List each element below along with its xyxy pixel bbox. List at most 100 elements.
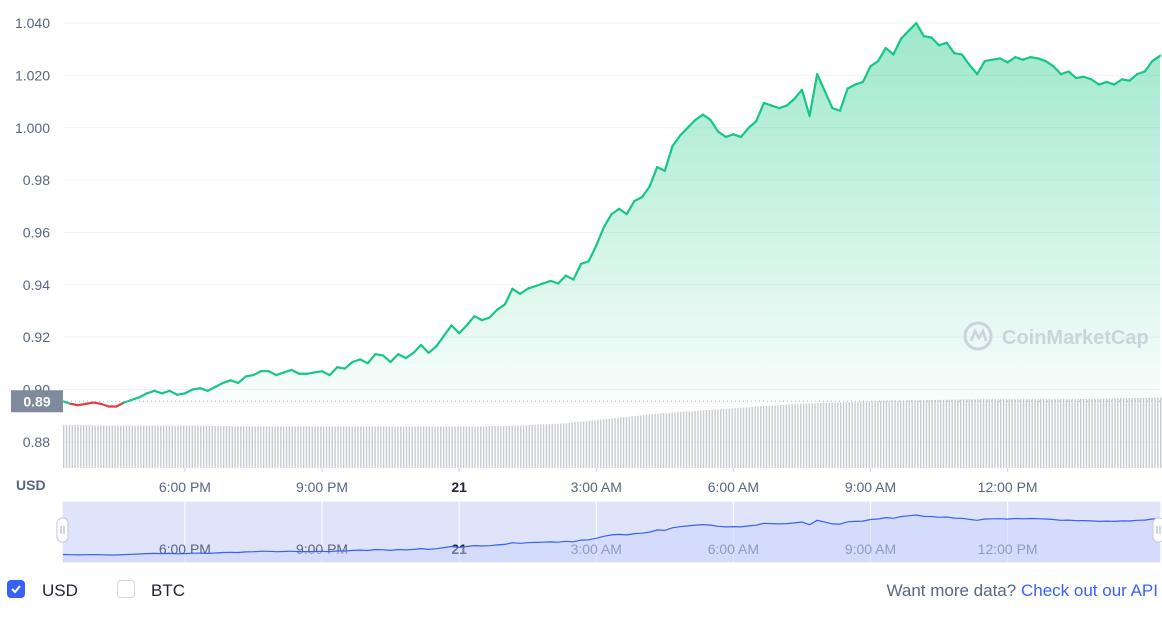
volume-bar [431, 426, 433, 468]
btc-label[interactable]: BTC [151, 581, 185, 600]
volume-bar [1157, 397, 1159, 468]
price-line-segment [724, 133, 735, 139]
api-link[interactable]: Check out our API [1020, 581, 1158, 600]
volume-bar [894, 400, 896, 468]
handle-grip[interactable] [56, 517, 69, 543]
volume-bar [182, 425, 185, 468]
volume-bar [288, 426, 291, 468]
volume-bar [485, 426, 488, 468]
btc-checkbox[interactable] [117, 580, 135, 598]
price-line-segment [1029, 56, 1040, 60]
y-axis-tick-label: 0.96 [23, 224, 50, 240]
watermark: CoinMarketCap [963, 321, 1149, 351]
volume-bar [1017, 399, 1019, 468]
volume-bar [254, 426, 256, 468]
volume-bar [822, 403, 825, 468]
price-line-segment [541, 279, 552, 285]
volume-bar [63, 424, 65, 468]
price-line-segment [1052, 65, 1063, 76]
volume-bar [1048, 399, 1050, 468]
volume-bar [600, 419, 602, 468]
volume-bar [614, 418, 616, 468]
volume-bar [1108, 398, 1110, 468]
volume-bar [774, 405, 776, 468]
volume-bar [540, 424, 542, 468]
volume-bar [760, 406, 762, 468]
volume-bar [77, 425, 79, 468]
volume-bar [980, 399, 982, 468]
volume-bar [1160, 397, 1162, 468]
price-line-segment [968, 63, 979, 76]
y-axis-tick-label: 1.040 [15, 15, 50, 31]
usd-checkbox[interactable] [7, 580, 25, 598]
checkmark-icon [11, 585, 21, 594]
usd-label[interactable]: USD [42, 581, 78, 600]
volume-bar [674, 412, 676, 468]
legend: USD BTC Want more data? Check out our AP… [0, 574, 1162, 608]
volume-bar [828, 402, 831, 468]
volume-bar [442, 426, 445, 468]
volume-bar [428, 426, 431, 468]
handle-grip[interactable] [1152, 517, 1162, 543]
volume-bar [1151, 397, 1153, 468]
price-line-segment [465, 315, 476, 327]
price-line-segment [861, 65, 872, 84]
price-line-segment [785, 97, 796, 107]
volume-bar [422, 426, 425, 468]
volume-bar [137, 425, 139, 468]
volume-bar [1085, 398, 1088, 468]
price-line-segment [625, 199, 636, 216]
price-line-segment [1059, 70, 1070, 76]
volume-bar [351, 426, 353, 468]
volume-bar [740, 407, 742, 468]
volume-bar [891, 400, 893, 468]
price-line-segment [960, 53, 971, 67]
volume-bar [608, 418, 611, 468]
volume-bar [377, 426, 379, 468]
volume-bar [274, 426, 276, 468]
navigator-handle-right[interactable] [1152, 517, 1162, 543]
price-line-segment [229, 379, 240, 385]
volume-bar [100, 425, 102, 468]
volume-bar [785, 404, 788, 468]
volume-bar [74, 425, 76, 468]
volume-bar [948, 399, 950, 468]
volume-bar [808, 403, 811, 468]
volume-bar [1097, 398, 1099, 468]
volume-bar [645, 414, 648, 468]
volume-bar [94, 425, 96, 468]
volume-bar [1077, 399, 1079, 468]
volume-bar [1008, 399, 1010, 468]
volume-bar [1040, 399, 1042, 468]
volume-bar [111, 425, 113, 468]
volume-bar [1022, 399, 1025, 468]
volume-bar [722, 409, 725, 468]
volume-bar [522, 425, 525, 468]
volume-bar [928, 400, 931, 468]
volume-bar [580, 421, 582, 468]
volume-bar [1031, 399, 1033, 468]
volume-bar [1057, 399, 1059, 468]
volume-bar [651, 414, 653, 468]
price-line-segment [709, 118, 720, 133]
price-line-segment [183, 388, 194, 395]
price-line-segment [77, 402, 87, 407]
navigator-handle-left[interactable] [56, 517, 69, 543]
volume-bar [1120, 398, 1122, 468]
volume-bar [294, 426, 296, 468]
volume-bar [80, 425, 82, 468]
volume-bar [777, 405, 779, 468]
volume-bar [460, 426, 462, 468]
volume-bar [800, 403, 802, 468]
price-line-segment [823, 90, 834, 110]
volume-bar [911, 400, 913, 468]
volume-bar [517, 425, 519, 468]
volume-bar [1080, 399, 1082, 468]
volume-bar [714, 409, 716, 468]
price-line-segment [458, 324, 468, 335]
volume-bar [805, 403, 808, 468]
coinmarketcap-logo-icon [963, 321, 993, 351]
volume-bar [985, 399, 988, 468]
volume-bar [577, 422, 579, 468]
